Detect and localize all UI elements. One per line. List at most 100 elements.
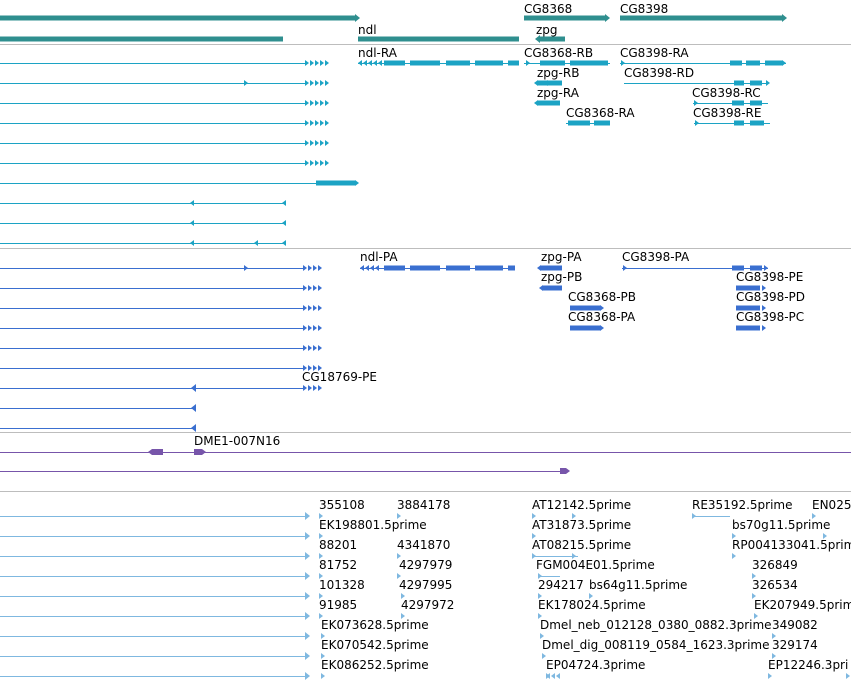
protein-label[interactable]: CG18769-PE [302, 370, 377, 384]
strand-arrow-right [764, 265, 768, 271]
strand-arrow-left [365, 265, 369, 271]
est-label[interactable]: 326534 [752, 578, 798, 592]
est-label[interactable]: 101328 [319, 578, 365, 592]
strand-arrow-right [305, 80, 309, 86]
est-label[interactable]: RP004133041.5prim [732, 538, 851, 552]
strand-arrow-right [401, 593, 405, 599]
est-label[interactable]: AT31873.5prime [532, 518, 632, 532]
strand-arrow-left [148, 449, 152, 455]
protein-label[interactable]: CG8398-PD [736, 290, 806, 304]
est-label[interactable]: Dmel_neb_012128_0380_0882.3prime [540, 618, 772, 632]
feature-exon [475, 60, 503, 66]
strand-arrow-right [303, 265, 307, 271]
feature-exon [524, 15, 605, 21]
est-label[interactable]: RE35192.5prime [692, 498, 793, 512]
est-label[interactable]: 4341870 [397, 538, 451, 552]
est-label[interactable]: 4297995 [399, 578, 453, 592]
est-label[interactable]: AT08215.5prime [532, 538, 632, 552]
strand-arrow-right [768, 673, 772, 679]
protein-label[interactable]: CG8398-PA [622, 250, 690, 264]
est-label[interactable]: 294217 [538, 578, 584, 592]
gene-label[interactable]: ndl [358, 23, 377, 37]
strand-arrow-right [401, 613, 405, 619]
est-label[interactable]: bs70g11.5prime [732, 518, 831, 532]
transcript-label[interactable]: CG8368-RB [524, 46, 594, 60]
transcript-label[interactable]: CG8398-RC [692, 86, 761, 100]
strand-arrow-right [752, 593, 756, 599]
est-label[interactable]: FGM004E01.5prime [536, 558, 655, 572]
track-separator [0, 44, 851, 45]
protein-label[interactable]: CG8398-PE [736, 270, 804, 284]
est-label[interactable]: 88201 [319, 538, 358, 552]
gene-label[interactable]: CG8398 [620, 2, 669, 16]
est-label[interactable]: EK070542.5prime [321, 638, 429, 652]
strand-arrow-right [320, 80, 324, 86]
est-label[interactable]: 81752 [319, 558, 358, 572]
est-label[interactable]: 91985 [319, 598, 358, 612]
track-separator [0, 432, 851, 433]
protein-label[interactable]: CG8398-PC [736, 310, 805, 324]
transcript-label[interactable]: zpg-RB [537, 66, 580, 80]
est-label[interactable]: EK178024.5prime [538, 598, 646, 612]
est-label[interactable]: EP04724.3prime [546, 658, 646, 672]
strand-arrow-right [526, 60, 530, 66]
feature-exon [538, 80, 562, 86]
feature-exon [540, 36, 565, 42]
est-label[interactable]: EP12246.3pri [768, 658, 849, 672]
strand-arrow-right [308, 285, 312, 291]
est-label[interactable]: EK207949.5prim [754, 598, 851, 612]
strand-arrow-right [303, 305, 307, 311]
feature-exon [594, 120, 610, 126]
transcript-label[interactable]: CG8398-RD [624, 66, 695, 80]
est-label[interactable]: 4297979 [399, 558, 453, 572]
transcript-label[interactable]: CG8398-RE [693, 106, 762, 120]
strand-arrow-right [754, 613, 758, 619]
strand-arrow-right [313, 325, 317, 331]
feature-exon [750, 100, 762, 106]
protein-label[interactable]: zpg-PA [541, 250, 582, 264]
protein-label[interactable]: CG8368-PA [568, 310, 636, 324]
strand-arrow-right [315, 120, 319, 126]
strand-arrow-right [308, 385, 312, 391]
transcript-label[interactable]: CG8398-RA [620, 46, 689, 60]
transcript-label[interactable]: CG8368-RA [566, 106, 635, 120]
est-label[interactable]: bs64g11.5prime [589, 578, 688, 592]
est-label[interactable]: 355108 [319, 498, 365, 512]
est-label[interactable]: AT12142.5prime [532, 498, 632, 512]
transcript-label[interactable]: ndl-RA [358, 46, 397, 60]
protein-label[interactable]: ndl-PA [360, 250, 398, 264]
protein-label[interactable]: zpg-PB [541, 270, 583, 284]
est-label[interactable]: EN025 [812, 498, 851, 512]
strand-arrow-right [397, 573, 401, 579]
strand-arrow-left [360, 265, 364, 271]
strand-arrow-right [325, 140, 329, 146]
est-label[interactable]: EK073628.5prime [321, 618, 429, 632]
est-label[interactable]: EK198801.5prime [319, 518, 427, 532]
strand-arrow-left [358, 60, 362, 66]
strand-arrow-left [190, 240, 194, 246]
protein-label[interactable]: CG8368-PB [568, 290, 637, 304]
strand-arrow-right [694, 100, 698, 106]
strand-arrow-right [318, 305, 322, 311]
strand-arrow-right [397, 553, 401, 559]
gene-label[interactable]: zpg [536, 23, 558, 37]
est-label[interactable]: 349082 [772, 618, 818, 632]
transcript-label[interactable]: zpg-RA [537, 86, 579, 100]
est-label[interactable]: 3884178 [397, 498, 451, 512]
strand-arrow-right [313, 365, 317, 371]
est-label[interactable]: EK086252.5prime [321, 658, 429, 672]
track-separator [0, 491, 851, 492]
insertion-label[interactable]: DME1-007N16 [194, 434, 281, 448]
strand-arrow-left [546, 673, 550, 679]
gene-label[interactable]: CG8368 [524, 2, 573, 16]
feature-exon [746, 60, 760, 66]
feature-exon [543, 285, 562, 291]
est-label[interactable]: 329174 [772, 638, 818, 652]
feature-exon [194, 449, 202, 455]
strand-arrow-right [305, 532, 310, 540]
strand-arrow-right [310, 120, 314, 126]
est-label[interactable]: 4297972 [401, 598, 455, 612]
est-label[interactable]: Dmel_dig_008119_0584_1623.3prime [542, 638, 770, 652]
est-label[interactable]: 326849 [752, 558, 798, 572]
